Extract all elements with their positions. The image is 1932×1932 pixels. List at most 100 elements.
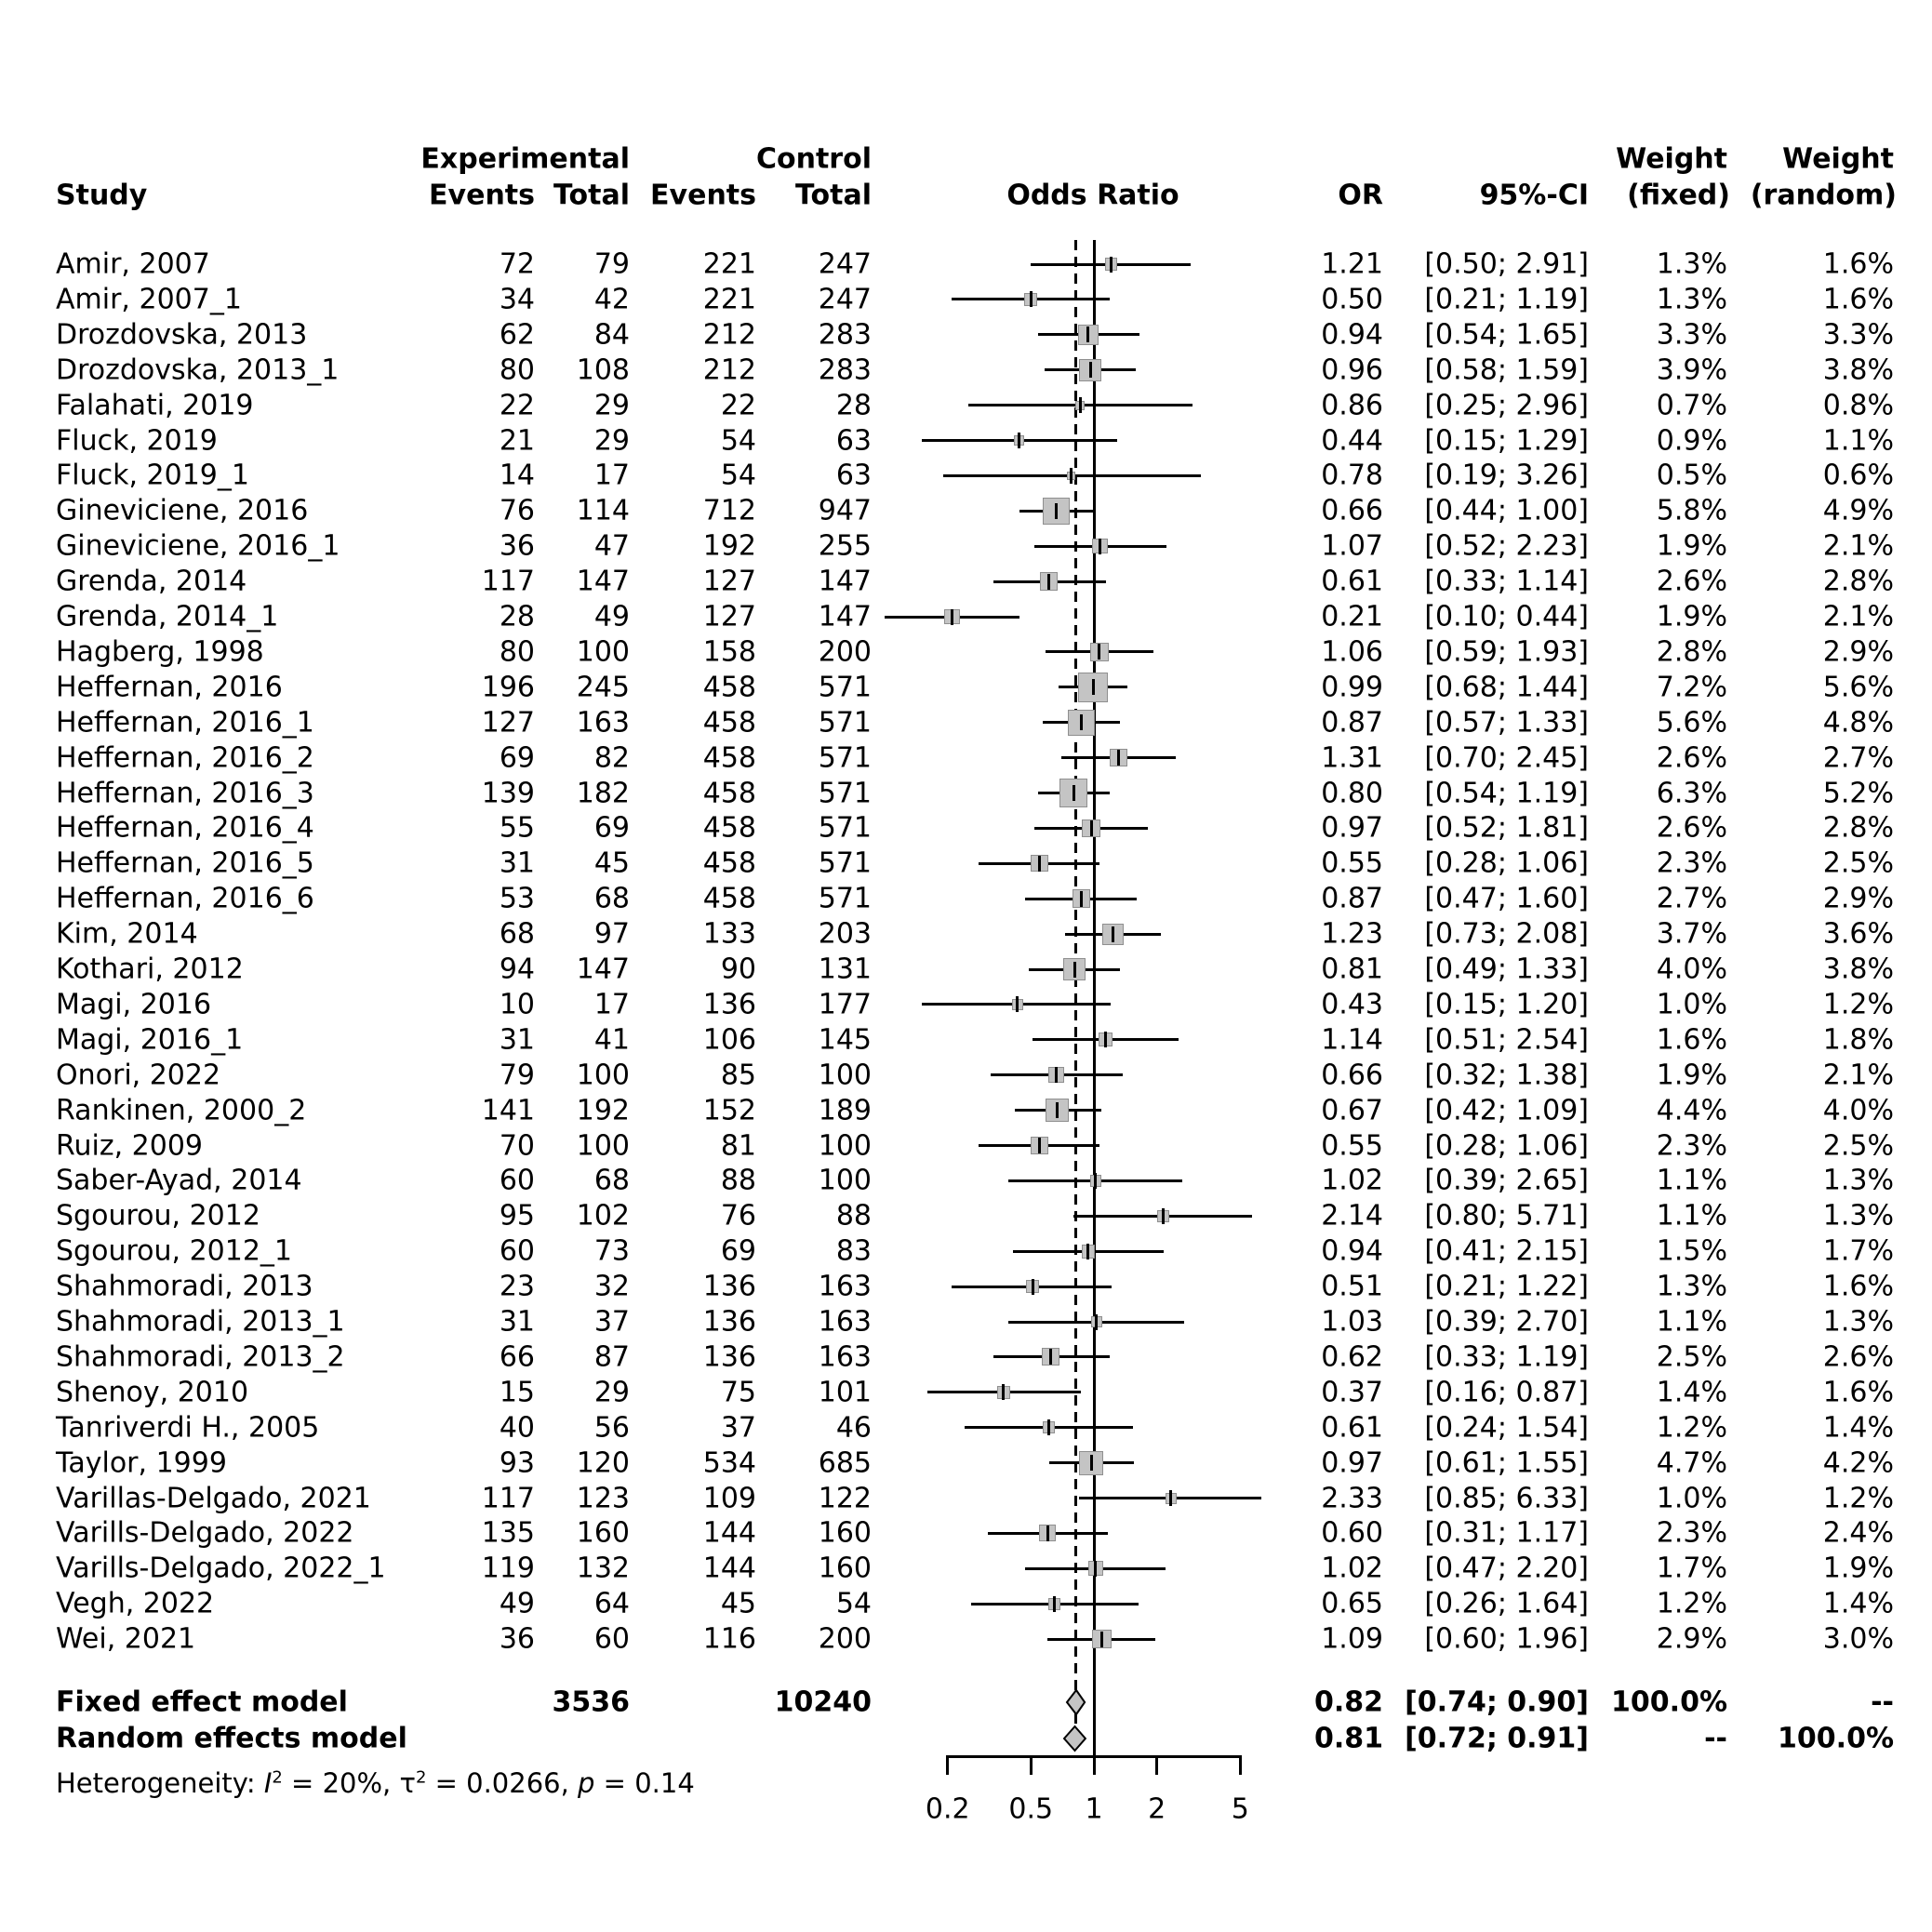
experimental-events: 28 <box>499 600 535 633</box>
or-value: 0.67 <box>1321 1094 1383 1127</box>
or-value: 0.65 <box>1321 1587 1383 1620</box>
weight-fixed-value: 1.7% <box>1656 1552 1727 1585</box>
experimental-total: 47 <box>593 529 630 563</box>
weight-random-value: 2.9% <box>1822 882 1894 915</box>
experimental-events: 72 <box>499 247 535 281</box>
experimental-events: 34 <box>499 283 535 316</box>
weight-random-value: 5.6% <box>1822 671 1894 704</box>
study-label: Taylor, 1999 <box>56 1446 227 1480</box>
control-total: 200 <box>818 635 872 669</box>
weight-random-value: 2.6% <box>1822 1340 1894 1374</box>
weight-random-value: 1.3% <box>1822 1164 1894 1197</box>
col-header-or: OR <box>1338 179 1383 212</box>
weight-fixed-value: 3.3% <box>1656 318 1727 352</box>
weight-fixed-value: 1.1% <box>1656 1199 1727 1232</box>
experimental-events: 60 <box>499 1164 535 1197</box>
study-label: Grenda, 2014_1 <box>56 600 279 633</box>
study-label: Kothari, 2012 <box>56 953 244 986</box>
axis-tick-label: 1 <box>1085 1792 1103 1826</box>
weight-fixed-value: 4.7% <box>1656 1446 1727 1480</box>
control-events: 75 <box>720 1376 756 1409</box>
ci-value: [0.33; 1.19] <box>1424 1340 1589 1374</box>
i-squared-value: = 20%, <box>282 1767 400 1799</box>
or-value: 0.21 <box>1321 600 1383 633</box>
or-value: 1.21 <box>1321 247 1383 281</box>
control-events: 458 <box>702 671 756 704</box>
random-effects-diamond <box>1062 1725 1087 1752</box>
control-events: 458 <box>702 882 756 915</box>
weight-random-value: 2.1% <box>1822 600 1894 633</box>
experimental-events: 69 <box>499 741 535 775</box>
ci-value: [0.47; 2.20] <box>1424 1552 1589 1585</box>
control-events: 192 <box>702 529 756 563</box>
or-value: 0.87 <box>1321 882 1383 915</box>
ci-value: [0.51; 2.54] <box>1424 1023 1589 1057</box>
control-total: 163 <box>818 1270 872 1303</box>
ci-value: [0.21; 1.19] <box>1424 283 1589 316</box>
weight-fixed-value: 4.0% <box>1656 953 1727 986</box>
control-events: 221 <box>702 247 756 281</box>
weight-random-value: 1.4% <box>1822 1411 1894 1445</box>
or-value: 2.33 <box>1321 1482 1383 1514</box>
study-label: Heffernan, 2016_6 <box>56 882 314 915</box>
weight-random-value: 1.8% <box>1822 1023 1894 1057</box>
or-point-tick <box>1169 1490 1173 1506</box>
study-label: Amir, 2007_1 <box>56 283 242 316</box>
weight-fixed-value: 5.6% <box>1656 706 1727 739</box>
or-value: 0.66 <box>1321 494 1383 527</box>
ci-value: [0.50; 2.91] <box>1424 247 1589 281</box>
control-events: 221 <box>702 283 756 316</box>
null-effect-line <box>1092 240 1096 1755</box>
weight-fixed-value: 2.3% <box>1656 846 1727 880</box>
ci-value: [0.47; 1.60] <box>1424 882 1589 915</box>
control-total: 147 <box>818 600 872 633</box>
ci-value: [0.52; 1.81] <box>1424 811 1589 845</box>
or-value: 0.66 <box>1321 1059 1383 1092</box>
weight-random-value: 1.3% <box>1822 1305 1894 1339</box>
or-point-tick <box>1053 1595 1057 1612</box>
weight-random-value: 1.6% <box>1822 283 1894 316</box>
weight-fixed-value: 1.9% <box>1656 1059 1727 1092</box>
experimental-total: 245 <box>576 671 630 704</box>
control-total: 571 <box>818 671 872 704</box>
or-value: 0.50 <box>1321 283 1383 316</box>
or-value: 1.02 <box>1321 1552 1383 1585</box>
ci-value: [0.54; 1.19] <box>1424 777 1589 809</box>
col-header-ctrl-events: Events <box>650 179 756 212</box>
experimental-total: 29 <box>593 389 630 422</box>
tau-squared-value: = 0.0266, <box>426 1767 579 1799</box>
experimental-total: 79 <box>593 247 630 281</box>
study-label: Heffernan, 2016_1 <box>56 706 314 739</box>
weight-fixed-value: 2.6% <box>1656 565 1727 598</box>
or-point-tick <box>1046 1525 1049 1541</box>
or-point-tick <box>1095 1313 1099 1330</box>
or-value: 0.43 <box>1321 988 1383 1021</box>
or-point-tick <box>1038 855 1042 872</box>
or-point-tick <box>1078 397 1082 414</box>
weight-random-value: 1.6% <box>1822 1376 1894 1409</box>
or-value: 0.81 <box>1321 953 1383 986</box>
weight-fixed-value: 1.5% <box>1656 1234 1727 1268</box>
experimental-events: 60 <box>499 1234 535 1268</box>
or-point-tick <box>950 608 953 625</box>
weight-fixed-value: 0.7% <box>1656 389 1727 422</box>
or-value: 1.09 <box>1321 1622 1383 1656</box>
control-events: 144 <box>702 1516 756 1550</box>
or-value: 1.02 <box>1321 1164 1383 1197</box>
control-events: 152 <box>702 1094 756 1127</box>
weight-fixed-value: 7.2% <box>1656 671 1727 704</box>
study-label: Gineviciene, 2016 <box>56 494 309 527</box>
control-total: 28 <box>835 389 872 422</box>
control-total: 147 <box>818 565 872 598</box>
or-point-tick <box>1099 538 1102 554</box>
control-total: 283 <box>818 353 872 387</box>
col-header-weight-random-sub: (random) <box>1750 179 1897 212</box>
study-label: Amir, 2007 <box>56 247 210 281</box>
experimental-total: 73 <box>593 1234 630 1268</box>
experimental-events: 94 <box>499 953 535 986</box>
study-label: Gineviciene, 2016_1 <box>56 529 340 563</box>
or-value: 1.23 <box>1321 917 1383 951</box>
weight-fixed-value: 1.2% <box>1656 1587 1727 1620</box>
experimental-total: 100 <box>576 1059 630 1092</box>
control-total: 163 <box>818 1340 872 1374</box>
